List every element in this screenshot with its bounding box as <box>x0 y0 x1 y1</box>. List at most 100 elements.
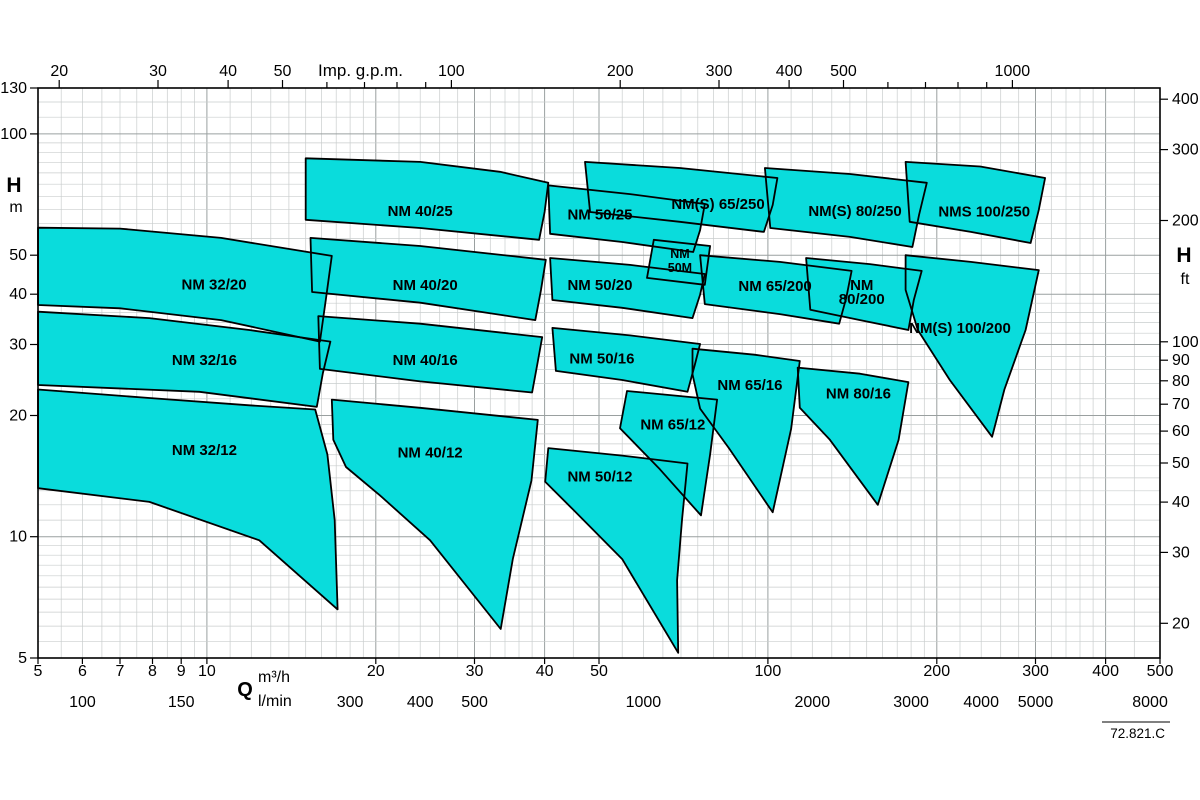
region-label-nm-32-12: NM 32/12 <box>172 442 237 459</box>
tick-label-bottom-m3h: 400 <box>1092 663 1119 680</box>
region-outline-nm-50m <box>646 238 711 286</box>
tick-label-bottom-m3h: 100 <box>755 663 782 680</box>
axis-symbol-q: Q <box>237 679 253 701</box>
tick-label-right: 50 <box>1172 455 1190 472</box>
axis-unit-left: m <box>9 199 22 216</box>
tick-label-top: 200 <box>607 63 634 80</box>
region-nm-40-20 <box>310 237 546 321</box>
tick-label-bottom-m3h: 5 <box>34 663 43 680</box>
axis-title-top: Imp. g.p.m. <box>318 61 403 80</box>
region-nm-50-16 <box>552 327 701 392</box>
region-nm-40-16 <box>318 316 543 393</box>
tick-label-bottom-m3h: 9 <box>177 663 186 680</box>
tick-label-bottom-lmin: 1000 <box>626 694 662 711</box>
tick-label-right: 90 <box>1172 352 1190 369</box>
region-nm-32-20 <box>38 227 332 342</box>
region-outline-nms-65-250 <box>584 161 779 233</box>
tick-label-bottom-lmin: 300 <box>337 694 364 711</box>
region-label-nm-80-200: NM <box>850 277 873 294</box>
region-label-nms-80-250: NM(S) 80/250 <box>808 203 901 220</box>
tick-label-bottom-m3h: 6 <box>78 663 87 680</box>
region-label-nm-32-16: NM 32/16 <box>172 352 237 369</box>
tick-label-bottom-m3h: 500 <box>1147 663 1174 680</box>
region-nms-80-250 <box>764 168 927 247</box>
tick-label-bottom-m3h: 10 <box>198 663 216 680</box>
region-nm-50-12 <box>545 448 688 653</box>
region-outline-nm-40-12 <box>330 398 539 630</box>
tick-label-top: 500 <box>830 63 857 80</box>
region-label-nms-65-250: NM(S) 65/250 <box>671 196 764 213</box>
tick-label-right: 80 <box>1172 373 1190 390</box>
region-label-nm-40-25: NM 40/25 <box>388 203 453 220</box>
region-label-nms-100-250: NMS 100/250 <box>938 204 1030 221</box>
axis-left: 130 100 50 40 30 20 10 5 Hm <box>0 80 38 667</box>
tick-label-right: 400 <box>1172 91 1199 108</box>
region-label-nm-80-200: 80/200 <box>839 291 885 308</box>
region-outline-nm-32-20 <box>37 226 333 343</box>
region-outline-nms-80-250 <box>764 167 928 248</box>
tick-label-bottom-m3h: 200 <box>923 663 950 680</box>
region-nms-100-200 <box>905 255 1039 437</box>
tick-label-top: 300 <box>706 63 733 80</box>
tick-label-right: 100 <box>1172 334 1199 351</box>
tick-label-bottom-m3h: 7 <box>116 663 125 680</box>
region-outline-nm-80-16 <box>796 366 910 506</box>
region-label-nm-50-20: NM 50/20 <box>567 277 632 294</box>
region-label-nms-100-200: NM(S) 100/200 <box>909 320 1011 337</box>
axis-top: 20 30 40 50 100 200 300 400 500 1000 Imp. g.p.m. <box>50 61 1030 88</box>
region-nm-65-16 <box>692 348 800 513</box>
region-outline-nm-50-16 <box>551 327 701 393</box>
axis-title-right: H <box>1176 244 1191 267</box>
tick-label-left: 5 <box>18 650 27 667</box>
tick-label-bottom-m3h: 30 <box>466 663 484 680</box>
region-outline-nm-40-20 <box>309 237 547 321</box>
region-label-nm-50m: NM <box>670 247 689 261</box>
pump-regions <box>38 158 1046 653</box>
axis-title-left: H <box>6 174 21 197</box>
tick-label-bottom-lmin: 400 <box>407 694 434 711</box>
region-outline-nms-100-250 <box>904 161 1046 244</box>
region-nm-80-16 <box>797 367 909 505</box>
tick-label-top: 50 <box>274 63 292 80</box>
region-label-nm-65-200: NM 65/200 <box>738 278 811 295</box>
region-label-nm-65-12: NM 65/12 <box>640 416 705 433</box>
tick-label-left: 10 <box>9 529 27 546</box>
tick-label-left: 40 <box>9 286 27 303</box>
region-label-nm-50m: 50M <box>668 261 692 275</box>
region-nm-80-200 <box>806 258 922 330</box>
tick-label-left: 20 <box>9 407 27 424</box>
tick-label-bottom-lmin: 100 <box>69 694 96 711</box>
region-outline-nm-50-20 <box>549 257 706 319</box>
tick-label-bottom-lmin: 8000 <box>1132 694 1168 711</box>
tick-label-bottom-m3h: 50 <box>590 663 608 680</box>
region-nm-65-12 <box>620 391 718 516</box>
axis-bottom: 5 6 7 8 9 10 20 30 40 50 100 200 300 400 500 100 150 300 4… <box>34 658 1174 711</box>
region-nm-40-12 <box>331 399 538 629</box>
region-outline-nm-32-12 <box>37 388 339 611</box>
region-nm-32-12 <box>38 389 338 610</box>
pump-region-outlines <box>37 157 1046 654</box>
region-outline-nm-40-25 <box>304 157 550 241</box>
region-label-nm-65-16: NM 65/16 <box>717 377 782 394</box>
axis-unit-m3h: m³/h <box>258 669 290 686</box>
tick-label-right: 200 <box>1172 212 1199 229</box>
region-label-nm-40-20: NM 40/20 <box>393 277 458 294</box>
tick-label-right: 20 <box>1172 615 1190 632</box>
tick-label-top: 20 <box>50 63 68 80</box>
region-outline-nm-50-25 <box>547 184 706 253</box>
region-label-nm-40-12: NM 40/12 <box>398 444 463 461</box>
region-outline-nm-80-200 <box>805 257 923 331</box>
tick-label-bottom-lmin: 150 <box>168 694 195 711</box>
tick-label-bottom-lmin: 2000 <box>795 694 831 711</box>
pump-region-labels: NM 32/20 NM 32/16 NM 32/12 NM 40/25 NM 40/20… <box>172 196 1030 486</box>
tick-label-bottom-lmin: 5000 <box>1018 694 1054 711</box>
tick-label-left: 50 <box>9 247 27 264</box>
region-outline-nm-32-16 <box>37 310 332 408</box>
tick-label-right: 40 <box>1172 494 1190 511</box>
tick-label-left: 30 <box>9 337 27 354</box>
tick-label-top: 30 <box>149 63 167 80</box>
region-outline-nm-65-16 <box>691 347 801 514</box>
tick-label-right: 70 <box>1172 396 1190 413</box>
